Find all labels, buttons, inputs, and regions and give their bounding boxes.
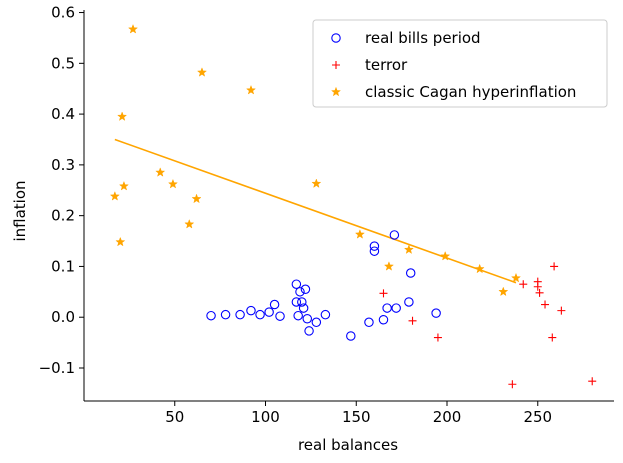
data-point xyxy=(431,308,441,318)
data-point xyxy=(379,289,388,298)
y-tick-label: 0.2 xyxy=(51,207,75,225)
series-plus xyxy=(379,262,597,389)
data-point xyxy=(311,178,322,188)
data-point xyxy=(167,178,179,189)
data-point xyxy=(382,303,392,313)
legend-frame xyxy=(312,19,608,108)
y-tick-label: −0.1 xyxy=(39,359,75,377)
data-point xyxy=(220,309,231,320)
data-point xyxy=(235,309,245,320)
y-tick-label: 0.3 xyxy=(51,156,75,174)
x-axis-ticks: 50 100 150 200 250 xyxy=(165,401,552,426)
series-open-circle xyxy=(206,230,441,341)
x-tick-label: 200 xyxy=(433,408,462,426)
x-tick-label: 250 xyxy=(523,408,552,426)
axes xyxy=(83,10,614,402)
fit-line xyxy=(114,138,517,284)
data-point xyxy=(109,191,120,201)
data-point xyxy=(117,111,128,121)
data-point xyxy=(320,309,331,320)
data-point xyxy=(184,218,195,229)
y-tick-label: 0.6 xyxy=(51,4,75,22)
data-point xyxy=(557,306,566,315)
data-point xyxy=(535,288,544,297)
data-point xyxy=(364,317,374,328)
y-axis-ticks: −0.1 0.0 0.1 0.2 0.3 0.4 0.5 0.6 xyxy=(39,4,84,377)
data-point xyxy=(255,309,265,320)
y-tick-label: 0.1 xyxy=(51,257,75,275)
data-point xyxy=(498,286,509,297)
data-point xyxy=(403,244,414,254)
x-tick-label: 50 xyxy=(165,408,184,426)
data-point xyxy=(588,377,597,386)
data-point xyxy=(440,250,451,261)
data-point xyxy=(369,241,380,251)
data-point xyxy=(389,230,400,240)
data-point xyxy=(311,317,322,328)
data-point xyxy=(115,236,126,247)
data-point xyxy=(548,333,557,342)
data-point xyxy=(291,279,302,289)
data-point xyxy=(291,297,302,307)
data-point xyxy=(196,67,208,77)
data-point xyxy=(550,262,559,271)
data-point xyxy=(264,307,274,317)
data-point xyxy=(275,311,285,321)
data-point xyxy=(298,303,309,313)
data-point xyxy=(378,315,389,325)
x-axis-title: real balances xyxy=(298,436,398,454)
data-point xyxy=(404,297,414,307)
data-point xyxy=(383,261,395,271)
data-point xyxy=(155,167,166,177)
data-point xyxy=(405,268,416,278)
data-point xyxy=(408,316,417,325)
data-point xyxy=(510,272,522,283)
data-point xyxy=(206,310,216,321)
legend-marker xyxy=(332,61,340,69)
y-axis-title: inflation xyxy=(11,180,29,241)
data-point xyxy=(293,310,303,321)
data-point xyxy=(369,246,380,256)
y-tick-label: 0.4 xyxy=(51,105,75,123)
plot-area xyxy=(109,23,597,389)
legend-marker xyxy=(331,33,341,43)
legend-label: terror xyxy=(365,56,408,74)
data-point xyxy=(474,263,485,274)
legend-label: real bills period xyxy=(365,29,481,47)
data-point xyxy=(433,333,442,342)
data-point xyxy=(118,180,130,191)
data-point xyxy=(191,193,202,204)
data-point xyxy=(302,313,313,324)
x-tick-label: 150 xyxy=(342,408,371,426)
data-point xyxy=(391,303,401,313)
data-point xyxy=(295,287,305,297)
data-point xyxy=(533,282,542,291)
y-tick-label: 0.0 xyxy=(51,308,75,326)
x-tick-label: 100 xyxy=(251,408,280,426)
data-point xyxy=(246,305,256,316)
data-point xyxy=(508,380,517,389)
data-point xyxy=(346,331,356,341)
data-point xyxy=(297,297,307,307)
series-star xyxy=(109,23,522,297)
data-point xyxy=(304,326,314,336)
data-point xyxy=(127,23,139,34)
data-point xyxy=(519,280,528,289)
data-point xyxy=(245,84,257,95)
data-point xyxy=(300,284,311,295)
legend-label: classic Cagan hyperinflation xyxy=(365,83,576,101)
legend: real bills period terror classic Cagan hyp… xyxy=(312,19,608,108)
data-point xyxy=(541,300,550,309)
y-tick-label: 0.5 xyxy=(51,54,75,72)
data-point xyxy=(354,229,365,239)
data-point xyxy=(269,299,280,310)
legend-marker xyxy=(330,86,342,97)
